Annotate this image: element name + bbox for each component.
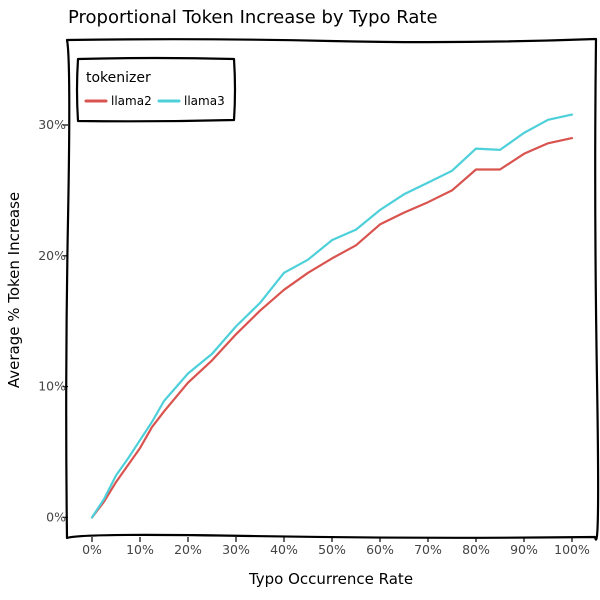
y-axis-label: Average % Token Increase: [5, 192, 23, 388]
y-tick-label: 10%: [38, 379, 66, 394]
x-tick-label: 10%: [126, 542, 154, 557]
chart-title: Proportional Token Increase by Typo Rate: [68, 7, 438, 28]
y-tick-label: 30%: [38, 117, 66, 132]
legend: tokenizer llama2 llama3: [75, 56, 237, 123]
x-tick-label: 0%: [82, 542, 102, 557]
series-line-llama3: [90, 113, 574, 519]
x-tick-label: 80%: [462, 542, 490, 557]
x-axis: 0% 10% 20% 30% 40% 50% 60% 70% 80% 90% 100%: [82, 537, 590, 557]
x-tick-label: 60%: [366, 542, 394, 557]
y-axis: 0% 10% 20% 30%: [38, 117, 68, 524]
x-tick-label: 20%: [174, 542, 202, 557]
series-line-llama2: [90, 137, 574, 519]
plot-frame: [65, 37, 600, 541]
legend-label-llama3: llama3: [184, 94, 225, 108]
x-tick-label: 90%: [510, 542, 538, 557]
series-layer: [90, 113, 574, 519]
y-tick-label: 0%: [46, 509, 66, 524]
x-axis-label: Typo Occurrence Rate: [248, 570, 413, 588]
x-tick-label: 50%: [318, 542, 346, 557]
legend-title: tokenizer: [86, 70, 151, 86]
x-tick-label: 30%: [222, 542, 250, 557]
y-tick-label: 20%: [38, 248, 66, 263]
legend-label-llama2: llama2: [111, 94, 152, 108]
x-tick-label: 40%: [270, 542, 298, 557]
x-tick-label: 100%: [554, 542, 590, 557]
legend-box: [75, 56, 237, 123]
x-tick-label: 70%: [414, 542, 442, 557]
